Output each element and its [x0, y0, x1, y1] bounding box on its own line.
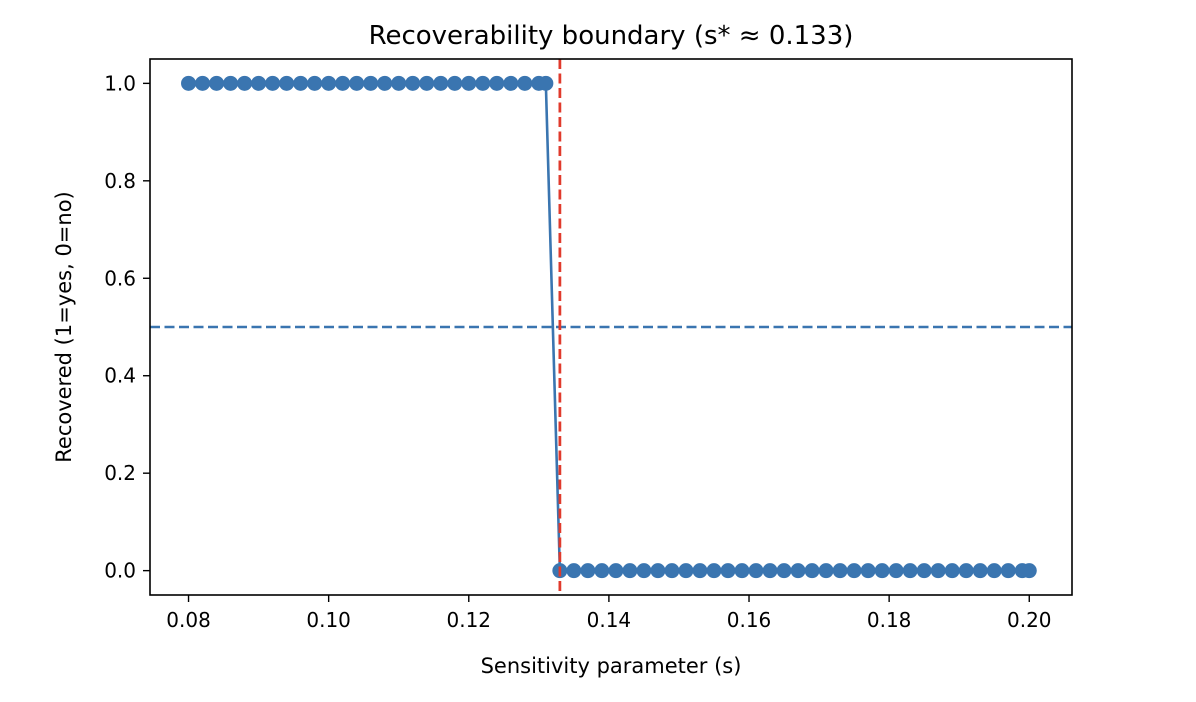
- data-point: [1000, 563, 1016, 579]
- data-point: [307, 75, 323, 91]
- data-point: [391, 75, 407, 91]
- data-point: [930, 563, 946, 579]
- data-point: [944, 563, 960, 579]
- data-point: [832, 563, 848, 579]
- data-point: [804, 563, 820, 579]
- data-point: [986, 563, 1002, 579]
- data-point: [748, 563, 764, 579]
- data-point: [594, 563, 610, 579]
- data-point: [888, 563, 904, 579]
- y-tick-label: 0.4: [104, 364, 136, 388]
- data-point: [419, 75, 435, 91]
- data-point: [335, 75, 351, 91]
- data-point: [377, 75, 393, 91]
- x-tick-label: 0.10: [306, 608, 351, 632]
- data-point: [251, 75, 267, 91]
- x-tick-label: 0.14: [587, 608, 632, 632]
- data-point: [265, 75, 281, 91]
- x-tick-label: 0.08: [166, 608, 211, 632]
- plot-frame: [149, 58, 1073, 596]
- y-tick-label: 0.2: [104, 461, 136, 485]
- data-point: [706, 563, 722, 579]
- data-point: [237, 75, 253, 91]
- data-point: [279, 75, 295, 91]
- y-tick-label: 0.0: [104, 559, 136, 583]
- data-point: [475, 75, 491, 91]
- data-point: [447, 75, 463, 91]
- data-point: [405, 75, 421, 91]
- y-tick-label: 0.6: [104, 266, 136, 290]
- data-point: [608, 563, 624, 579]
- data-point: [818, 563, 834, 579]
- data-point: [860, 563, 876, 579]
- data-point: [1021, 563, 1037, 579]
- data-point: [720, 563, 736, 579]
- data-point: [650, 563, 666, 579]
- x-tick-label: 0.20: [1007, 608, 1052, 632]
- data-point: [972, 563, 988, 579]
- data-point: [538, 75, 554, 91]
- data-point: [503, 75, 519, 91]
- data-point: [916, 563, 932, 579]
- x-tick-label: 0.16: [727, 608, 772, 632]
- data-point: [902, 563, 918, 579]
- data-point: [181, 75, 197, 91]
- y-axis-title: Recovered (1=yes, 0=no): [52, 191, 76, 463]
- y-tick-label: 0.8: [104, 169, 136, 193]
- data-point: [321, 75, 337, 91]
- data-point: [958, 563, 974, 579]
- x-tick-label: 0.12: [447, 608, 492, 632]
- data-point: [846, 563, 862, 579]
- data-point: [433, 75, 449, 91]
- data-point: [489, 75, 505, 91]
- data-point: [223, 75, 239, 91]
- x-axis-title: Sensitivity parameter (s): [481, 654, 742, 678]
- data-point: [664, 563, 680, 579]
- y-tick-label: 1.0: [104, 71, 136, 95]
- data-point: [692, 563, 708, 579]
- data-point: [461, 75, 477, 91]
- x-tick-label: 0.18: [867, 608, 912, 632]
- data-point: [580, 563, 596, 579]
- data-point: [566, 563, 582, 579]
- data-point: [195, 75, 211, 91]
- data-point: [776, 563, 792, 579]
- data-point: [874, 563, 890, 579]
- data-point: [678, 563, 694, 579]
- data-point: [762, 563, 778, 579]
- data-point: [636, 563, 652, 579]
- data-point: [790, 563, 806, 579]
- data-point: [349, 75, 365, 91]
- data-point: [293, 75, 309, 91]
- chart-title: Recoverability boundary (s* ≈ 0.133): [369, 21, 854, 51]
- data-point: [209, 75, 225, 91]
- data-point: [734, 563, 750, 579]
- data-point: [363, 75, 379, 91]
- data-point: [622, 563, 638, 579]
- data-point: [517, 75, 533, 91]
